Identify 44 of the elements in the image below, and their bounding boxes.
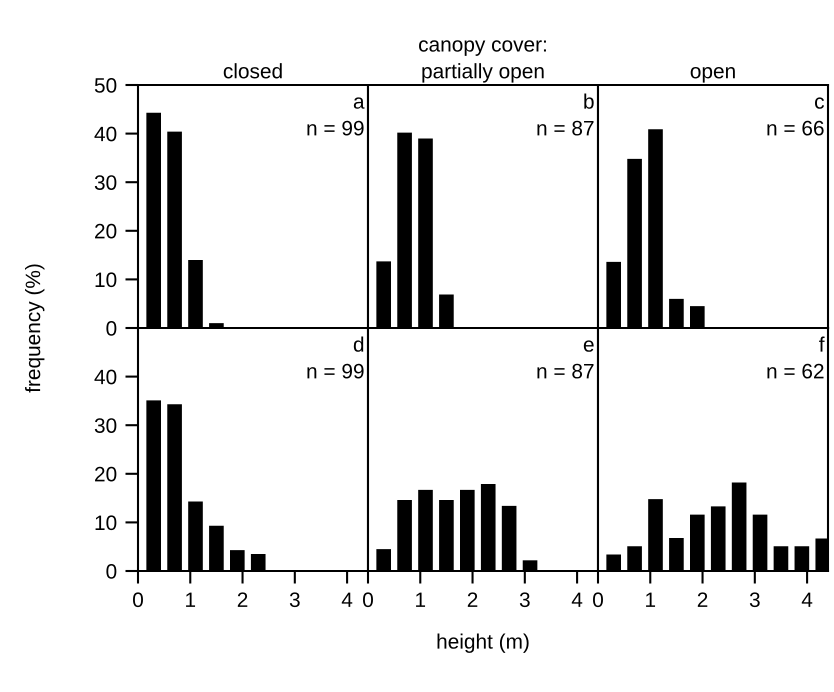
x-tick-label: 3 [290,592,300,608]
y-tick-label: 20 [95,466,116,482]
annotation: n = 62 [767,364,824,379]
chart-title: open [690,67,735,83]
x-tick-label: 1 [646,592,656,607]
x-tick-label: 4 [572,592,582,607]
chart-title: canopy cover: [419,40,546,56]
chart-title: closed [224,63,282,78]
annotation: b [584,94,594,109]
x-tick-label: 1 [186,592,196,607]
annotation: n = 99 [307,364,364,379]
y-axis-title: frequency (%) [25,264,44,393]
annotation: n = 99 [307,120,364,136]
x-tick-label: 0 [133,592,143,608]
x-tick-label: 0 [363,592,373,608]
y-tick-label: 10 [96,515,116,530]
x-tick-label: 2 [238,592,248,607]
annotation: e [584,340,594,352]
annotation: f [819,336,825,352]
x-tick-label: 4 [802,592,812,607]
y-tick-label: 0 [106,564,116,579]
chart-subtitle: partially open [422,63,544,83]
y-tick-label: 30 [94,175,116,190]
annotation: c [815,97,824,109]
y-tick-label: 10 [96,272,116,288]
x-tick-label: 2 [468,592,478,607]
x-tick-label: 1 [416,592,426,607]
annotation: n = 66 [767,120,824,136]
annotation: d [354,336,364,352]
x-tick-label: 4 [342,592,352,607]
y-tick-label: 40 [94,370,116,384]
y-tick-label: 0 [106,321,116,336]
annotation: n = 87 [537,364,594,379]
annotation: n = 87 [537,120,594,136]
y-tick-label: 20 [95,224,116,239]
x-tick-label: 0 [593,592,603,608]
x-axis-title: height (m) [438,633,529,653]
y-tick-label: 50 [94,78,116,93]
y-tick-label: 40 [94,126,116,142]
x-tick-label: 3 [750,592,760,608]
x-tick-label: 2 [698,592,708,607]
x-tick-label: 3 [520,592,530,608]
y-tick-label: 30 [94,418,116,433]
annotation: a [354,97,365,109]
